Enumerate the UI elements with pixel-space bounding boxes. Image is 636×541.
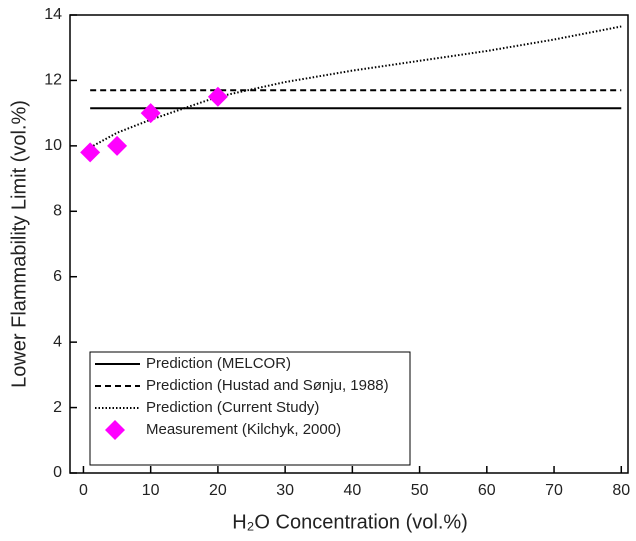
y-tick-label: 4 [53,333,62,350]
x-tick-label: 70 [545,482,563,499]
x-tick-label: 10 [142,482,160,499]
y-tick-label: 14 [44,6,62,23]
y-tick-label: 2 [53,399,62,416]
y-tick-label: 8 [53,203,62,220]
y-tick-label: 10 [44,137,62,154]
data-point [207,86,228,107]
plot-frame [69,14,629,474]
x-tick-label: 40 [343,482,361,499]
x-tick-label: 20 [209,482,227,499]
x-tick-label: 50 [411,482,429,499]
legend-box [89,351,411,466]
y-tick-label: 6 [53,268,62,285]
x-tick-label: 0 [79,482,88,499]
x-tick-label: 30 [276,482,294,499]
x-axis-label: H₂O Concentration (vol.%) [232,511,468,533]
data-point [140,103,161,124]
y-tick-label: 12 [44,72,62,89]
legend-label: Prediction (Hustad and Sønju, 1988) [146,377,389,394]
legend-label: Measurement (Kilchyk, 2000) [146,421,341,438]
x-tick-label: 60 [478,482,496,499]
legend-label: Prediction (MELCOR) [146,355,291,372]
data-line [89,25,622,149]
x-tick-label: 80 [612,482,630,499]
y-axis-label: Lower Flammability Limit (vol.%) [8,100,30,388]
legend-marker [105,420,125,440]
data-point [107,135,128,156]
legend-label: Prediction (Current Study) [146,399,319,416]
y-tick-label: 0 [53,464,62,481]
data-point [80,142,101,163]
